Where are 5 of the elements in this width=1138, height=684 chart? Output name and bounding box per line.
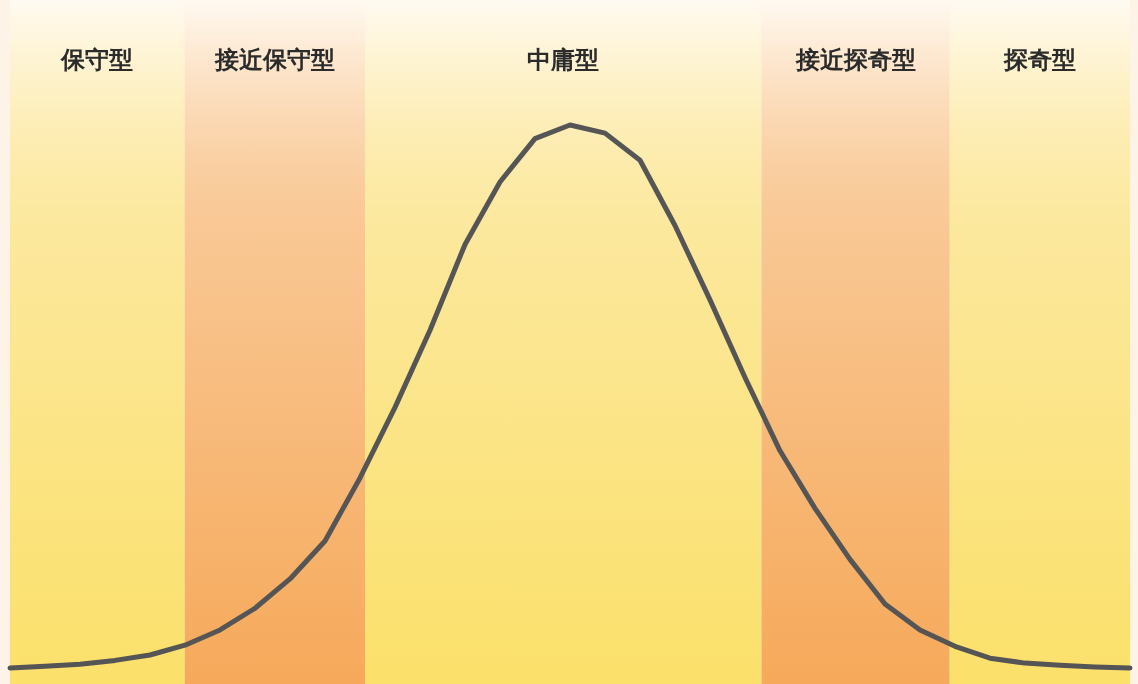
text: 接近保守型	[213, 46, 335, 74]
text: 探奇型	[1002, 46, 1076, 74]
text: 中庸型	[527, 46, 600, 74]
text: 接近探奇型	[794, 46, 916, 74]
text: 保守型	[60, 46, 134, 74]
